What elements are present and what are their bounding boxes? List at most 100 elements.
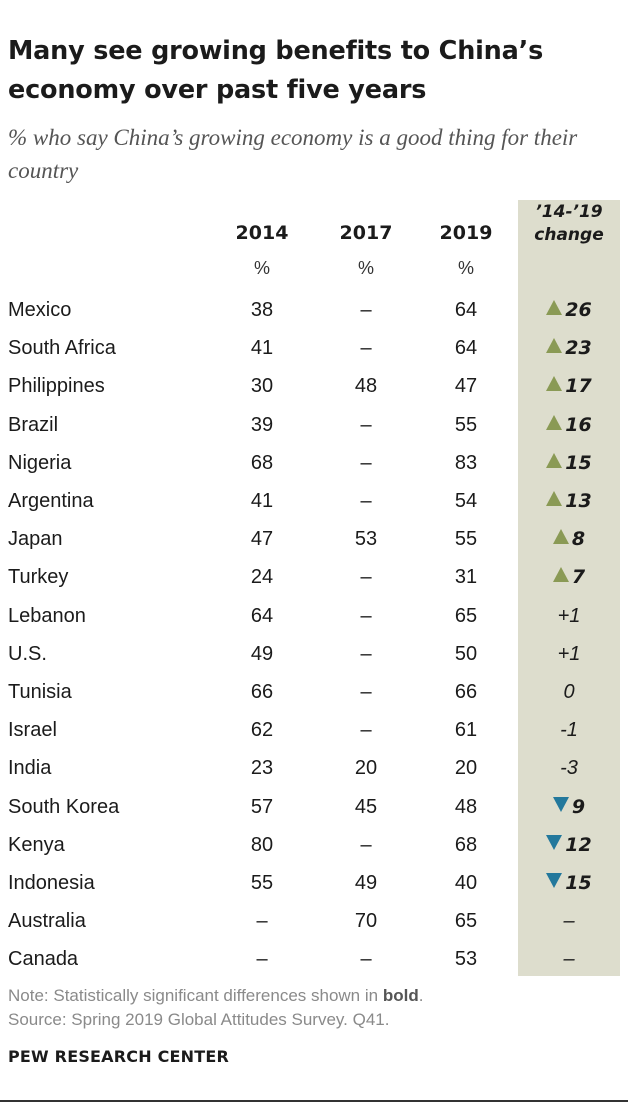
change-value: 0 xyxy=(518,681,620,704)
country-label: Tunisia xyxy=(8,681,72,703)
value-2019: 47 xyxy=(454,375,478,398)
value-2019: 48 xyxy=(454,795,478,818)
table-row: Israel 62 – 61 -1 xyxy=(0,719,628,757)
change-header-line1: ’14-’19 xyxy=(535,202,603,222)
column-header-change: ’14-’19 change xyxy=(518,201,620,247)
change-value: 16 xyxy=(518,414,620,436)
value-2014: – xyxy=(256,948,268,971)
value-2019: 65 xyxy=(454,604,478,627)
value-2019: 83 xyxy=(454,451,478,474)
change-number: 15 xyxy=(565,872,592,894)
note-suffix: . xyxy=(418,986,424,1005)
triangle-down-icon xyxy=(546,834,563,850)
change-number: – xyxy=(563,910,575,933)
value-2017: – xyxy=(360,413,372,436)
change-header-line2: change xyxy=(534,225,604,245)
value-2019: 68 xyxy=(454,833,478,856)
value-2014: 39 xyxy=(250,413,274,436)
change-value: 15 xyxy=(518,452,620,474)
change-value: +1 xyxy=(518,643,620,666)
chart-subtitle: % who say China’s growing economy is a g… xyxy=(8,125,578,183)
table-row: Lebanon 64 – 65 +1 xyxy=(0,605,628,643)
value-2019: 64 xyxy=(454,299,478,321)
value-2014: 57 xyxy=(250,795,274,818)
change-value: -1 xyxy=(518,719,620,742)
value-2017: 53 xyxy=(354,528,378,551)
percent-label-2017: % xyxy=(357,258,374,278)
column-header-2017: 2017 xyxy=(339,222,393,244)
value-2019: 31 xyxy=(454,566,478,589)
value-2019: 66 xyxy=(454,681,478,703)
value-2019: 64 xyxy=(454,337,478,360)
triangle-down-icon xyxy=(546,873,563,888)
change-value: 13 xyxy=(518,490,620,512)
column-header-2019: 2019 xyxy=(439,222,493,244)
footnote: Note: Statistically significant differen… xyxy=(8,984,423,1007)
brand-logo-text: PEW RESEARCH CENTER xyxy=(8,1047,230,1066)
value-2017: – xyxy=(360,948,372,971)
change-value: 7 xyxy=(518,566,620,588)
value-2017: – xyxy=(360,451,372,474)
country-label: Indonesia xyxy=(8,872,95,894)
table-row: Philippines 30 48 47 17 xyxy=(0,375,628,413)
value-2017: 45 xyxy=(354,795,378,818)
table-row: South Africa 41 – 64 23 xyxy=(0,337,628,375)
value-2014: 55 xyxy=(250,872,274,894)
change-number: 23 xyxy=(565,337,592,360)
change-number: 8 xyxy=(571,528,586,551)
change-value: -3 xyxy=(518,757,620,780)
country-label: Lebanon xyxy=(8,604,86,627)
value-2014: 30 xyxy=(250,375,274,398)
change-number: 13 xyxy=(565,490,592,512)
chart-title: Many see growing benefits to China’s eco… xyxy=(8,36,544,105)
value-2014: 47 xyxy=(250,528,274,551)
country-label: Turkey xyxy=(8,566,69,589)
change-column-shade xyxy=(518,200,620,976)
change-number: +1 xyxy=(557,604,581,627)
change-number: 9 xyxy=(571,795,586,818)
change-value: 23 xyxy=(518,337,620,359)
country-label: India xyxy=(8,757,52,780)
change-number: 26 xyxy=(565,299,592,321)
table-row: Nigeria 68 – 83 15 xyxy=(0,452,628,490)
value-2019: 53 xyxy=(454,948,478,971)
value-2017: 70 xyxy=(354,910,378,933)
table-row: South Korea 57 45 48 9 xyxy=(0,796,628,834)
table-row: Tunisia 66 – 66 0 xyxy=(0,681,628,719)
country-label: Japan xyxy=(8,528,63,551)
value-2019: 65 xyxy=(454,910,478,933)
value-2014: 23 xyxy=(250,757,274,780)
value-2017: 20 xyxy=(354,757,378,780)
change-value: 15 xyxy=(518,872,620,894)
table-row: Japan 47 53 55 8 xyxy=(0,528,628,566)
value-2017: – xyxy=(360,833,372,856)
triangle-up-icon xyxy=(546,491,563,506)
percent-label-2019: % xyxy=(457,258,474,278)
change-number: 16 xyxy=(565,413,592,436)
change-number: 7 xyxy=(571,566,586,589)
value-2014: 80 xyxy=(250,833,274,856)
table-row: Kenya 80 – 68 12 xyxy=(0,834,628,872)
triangle-up-icon xyxy=(546,452,563,468)
table-row: India 23 20 20 -3 xyxy=(0,757,628,795)
bottom-rule xyxy=(0,1100,628,1102)
value-2014: 24 xyxy=(250,566,274,589)
triangle-up-icon xyxy=(546,376,563,392)
value-2014: 62 xyxy=(250,719,274,742)
value-2017: – xyxy=(360,337,372,360)
value-2019: 40 xyxy=(454,872,478,894)
change-value: 9 xyxy=(518,796,620,818)
triangle-up-icon xyxy=(546,338,563,354)
value-2014: 41 xyxy=(250,337,274,360)
value-2014: 41 xyxy=(250,490,274,512)
triangle-down-icon xyxy=(552,796,569,812)
value-2014: – xyxy=(256,910,268,933)
change-value: 26 xyxy=(518,299,620,321)
value-2014: 49 xyxy=(250,642,274,665)
table-row: U.S. 49 – 50 +1 xyxy=(0,643,628,681)
change-value: 17 xyxy=(518,375,620,397)
change-value: 8 xyxy=(518,528,620,550)
change-number: +1 xyxy=(557,642,581,665)
country-label: Australia xyxy=(8,910,86,933)
change-value: – xyxy=(518,910,620,933)
